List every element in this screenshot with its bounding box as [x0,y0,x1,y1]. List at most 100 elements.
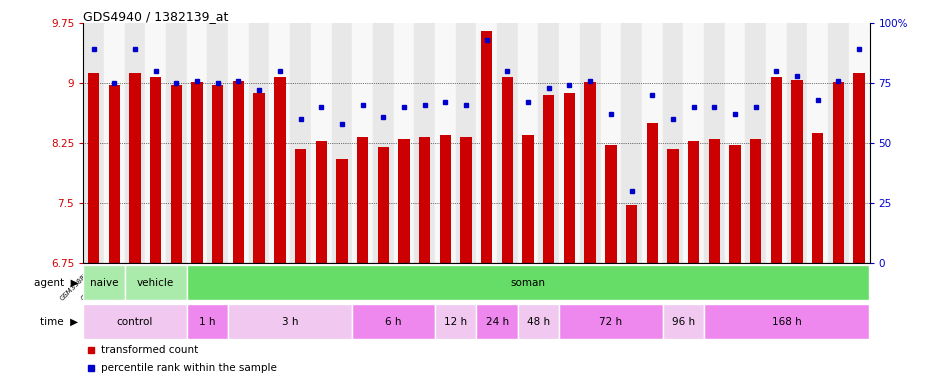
Bar [559,23,580,263]
Bar [704,23,724,263]
Bar [523,135,534,263]
Text: time  ▶: time ▶ [41,317,79,327]
Bar [605,146,617,263]
Bar [212,85,224,263]
Bar [187,23,207,263]
Bar [290,23,311,263]
Text: GDS4940 / 1382139_at: GDS4940 / 1382139_at [83,10,228,23]
Bar [476,23,497,263]
Bar [688,141,699,263]
Bar [622,23,642,263]
Bar [207,23,228,263]
Bar [724,23,746,263]
Text: agent  ▶: agent ▶ [34,278,79,288]
Bar [662,23,684,263]
Bar [709,139,720,263]
Bar [543,95,554,263]
Bar [83,23,104,263]
Text: percentile rank within the sample: percentile rank within the sample [101,362,277,372]
Bar [295,149,306,263]
Bar [166,23,187,263]
Bar [518,23,538,263]
Bar [187,265,870,300]
Bar [580,23,600,263]
Text: 6 h: 6 h [386,317,401,327]
Bar [564,93,575,263]
Text: 48 h: 48 h [527,317,550,327]
Bar [600,23,622,263]
Text: naive: naive [90,278,118,288]
Text: 96 h: 96 h [672,317,695,327]
Text: vehicle: vehicle [137,278,174,288]
Bar [518,304,559,339]
Bar [497,23,518,263]
Bar [191,82,203,263]
Bar [647,123,658,263]
Text: 3 h: 3 h [282,317,299,327]
Bar [104,23,125,263]
Bar [145,23,166,263]
Text: 1 h: 1 h [199,317,216,327]
Bar [626,205,637,263]
Bar [125,265,187,300]
Bar [792,80,803,263]
Bar [538,23,559,263]
Bar [130,73,141,263]
Bar [419,137,430,263]
Bar [249,23,269,263]
Bar [435,23,456,263]
Bar [414,23,435,263]
Bar [435,304,476,339]
Bar [828,23,849,263]
Bar [377,147,388,263]
Bar [704,304,869,339]
Bar [394,23,414,263]
Bar [642,23,662,263]
Bar [352,304,435,339]
Bar [125,23,145,263]
Bar [812,133,823,263]
Bar [461,137,472,263]
Bar [108,85,120,263]
Bar [311,23,331,263]
Bar [399,139,410,263]
Text: transformed count: transformed count [101,345,198,355]
Bar [274,78,286,263]
Bar [357,137,368,263]
Bar [228,23,249,263]
Bar [150,78,161,263]
Bar [83,304,187,339]
Bar [849,23,870,263]
Bar [667,149,679,263]
Bar [476,304,518,339]
Bar [228,304,352,339]
Bar [352,23,373,263]
Bar [771,78,782,263]
Bar [750,139,761,263]
Bar [787,23,808,263]
Bar [253,93,265,263]
Bar [88,73,99,263]
Bar [501,78,513,263]
Bar [808,23,828,263]
Text: control: control [117,317,154,327]
Bar [439,135,451,263]
Bar [854,73,865,263]
Text: soman: soman [511,278,546,288]
Bar [456,23,476,263]
Bar [585,82,596,263]
Bar [331,23,352,263]
Text: 168 h: 168 h [771,317,802,327]
Bar [481,31,492,263]
Bar [233,81,244,263]
Bar [684,23,704,263]
Bar [662,304,704,339]
Text: 72 h: 72 h [599,317,623,327]
Bar [315,141,327,263]
Bar [766,23,787,263]
Text: 12 h: 12 h [444,317,467,327]
Bar [559,304,662,339]
Bar [187,304,228,339]
Bar [746,23,766,263]
Bar [832,82,845,263]
